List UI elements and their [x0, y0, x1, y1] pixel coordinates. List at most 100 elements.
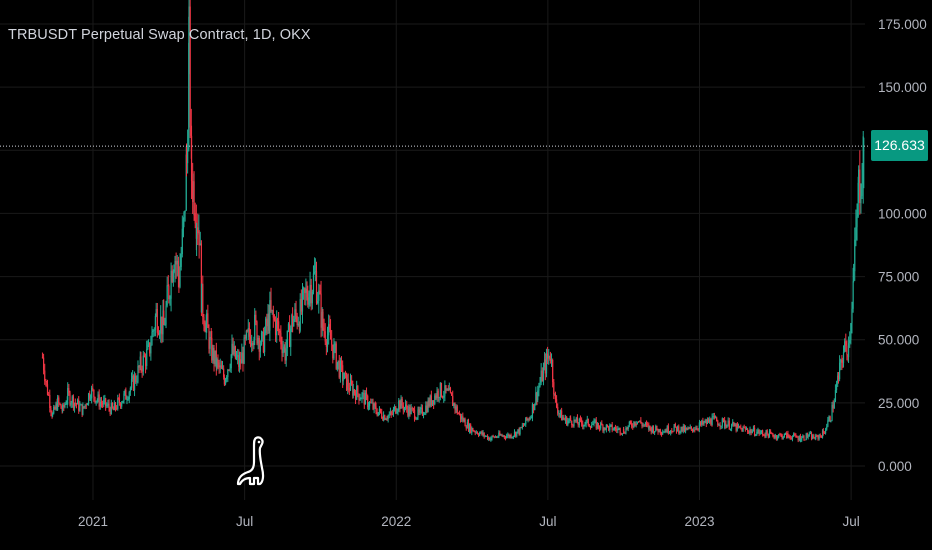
candle-body: [826, 426, 828, 430]
candle-body: [858, 169, 860, 183]
candle-body: [634, 421, 636, 426]
candle-body: [662, 432, 664, 435]
candle-body: [196, 227, 198, 239]
candle-body: [89, 398, 92, 400]
candle-body: [81, 404, 83, 415]
y-tick-label: 75.000: [878, 270, 919, 285]
candle-body: [507, 434, 509, 437]
candle-body: [458, 413, 461, 415]
candle-body: [675, 426, 678, 432]
candle-body: [349, 380, 352, 391]
candle-body: [597, 422, 599, 428]
candle-body: [654, 431, 656, 434]
candle-body: [491, 435, 493, 439]
candle-body: [819, 435, 821, 437]
candle-body: [232, 343, 234, 355]
candle-body: [802, 435, 804, 438]
candle-body: [189, 6, 191, 128]
candle-body: [101, 403, 104, 405]
candle-body: [206, 313, 208, 323]
candle-body: [150, 345, 152, 354]
candle-body: [315, 271, 318, 304]
candle-body: [231, 343, 233, 355]
candle-body: [42, 357, 45, 371]
candle-body: [241, 352, 243, 364]
candle-body: [212, 347, 214, 361]
candle-body: [854, 239, 856, 272]
y-tick-label: 150.000: [878, 80, 927, 95]
candle-body: [211, 337, 213, 361]
candle-body: [493, 436, 495, 438]
candle-body: [855, 227, 857, 240]
candle-body: [193, 181, 195, 214]
candle-body: [57, 397, 59, 410]
x-tick-label: 2023: [684, 514, 714, 529]
candle-body: [678, 426, 680, 434]
candle-body: [387, 415, 389, 419]
candle-body: [144, 356, 147, 366]
candle-body: [724, 423, 726, 427]
candle-body: [219, 365, 221, 368]
tradingview-dino-icon[interactable]: [236, 434, 266, 490]
candle-body: [397, 409, 399, 412]
y-axis[interactable]: 0.00025.00050.00075.000100.000125.000150…: [878, 17, 927, 474]
candle-body: [166, 285, 168, 306]
candle-body: [342, 379, 344, 382]
candle-body: [698, 422, 701, 426]
candle-body: [359, 398, 361, 401]
candle-body: [706, 419, 709, 424]
candle-body: [296, 315, 298, 326]
candle-body: [828, 416, 830, 421]
candle-body: [41, 357, 44, 359]
candle-body: [357, 385, 359, 394]
y-tick-label: 175.000: [878, 17, 927, 32]
candle-body: [336, 362, 338, 369]
candle-body: [74, 402, 76, 404]
candle-body: [503, 435, 505, 438]
candle-body: [376, 412, 378, 416]
candle-body: [772, 433, 774, 436]
candle-body: [164, 324, 166, 326]
candle-body: [617, 428, 619, 431]
candle-body: [679, 431, 681, 434]
candle-body: [747, 429, 749, 432]
x-axis[interactable]: 2021 Jul 2022 Jul 2023 Jul: [78, 514, 860, 529]
candle-body: [832, 404, 834, 409]
candle-body: [613, 427, 616, 430]
candle-body: [648, 425, 650, 430]
candle-body: [314, 271, 316, 273]
candle-body: [831, 404, 833, 421]
candle-body: [479, 433, 481, 436]
candle-body: [542, 367, 545, 382]
candle-body: [830, 420, 832, 422]
candle-body: [344, 372, 347, 374]
candle-body: [545, 353, 548, 374]
candle-body: [804, 439, 806, 441]
candle-body: [554, 393, 557, 400]
candle-body: [50, 407, 52, 413]
candle-body: [821, 430, 824, 438]
candle-body: [844, 341, 846, 352]
candle-body: [96, 400, 98, 402]
candle-body: [690, 426, 692, 429]
candle-body: [100, 401, 103, 404]
candle-body: [660, 433, 663, 435]
candle-body: [756, 431, 758, 436]
candle-body: [559, 410, 562, 415]
candle-body: [118, 398, 121, 403]
candle-body: [734, 424, 736, 427]
candle-body: [278, 321, 280, 331]
candle-body: [684, 428, 687, 432]
candle-body: [152, 330, 154, 333]
candle-body: [263, 333, 266, 353]
candle-body: [136, 381, 138, 383]
candle-body: [99, 401, 101, 407]
candle-body: [733, 422, 735, 427]
candle-body: [108, 403, 110, 409]
candle-body: [129, 387, 131, 393]
candle-body: [454, 403, 456, 410]
candle-body: [62, 404, 64, 411]
candle-body: [767, 433, 769, 438]
candle-body: [470, 424, 472, 433]
